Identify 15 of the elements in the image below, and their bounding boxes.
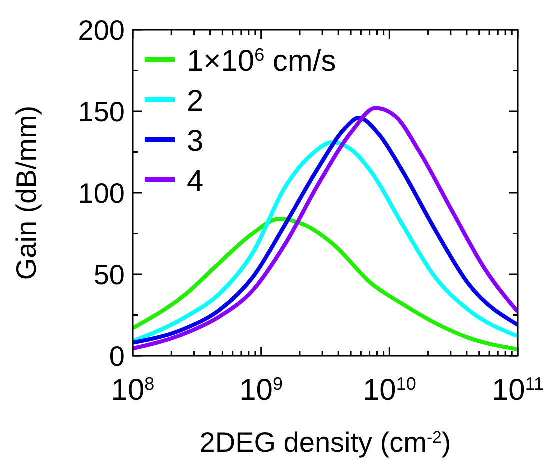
x-tick-label: 10$^{10}$ <box>362 374 416 407</box>
y-tick-label: 0 <box>109 341 125 372</box>
x-tick-label: 10$^{8}$ <box>111 374 155 407</box>
y-tick-label: 100 <box>78 178 125 209</box>
y-axis-title: Gain (dB/mm) <box>11 106 42 280</box>
x-tick-label: 10$^{9}$ <box>240 374 284 407</box>
x-tick-label: 10$^{11}$ <box>492 374 544 407</box>
legend-label: 3 <box>187 125 204 158</box>
legend-label: 4 <box>187 165 204 198</box>
y-tick-label: 150 <box>78 96 125 128</box>
legend-label: 1×10$^{6}$ cm/s <box>187 45 336 78</box>
y-tick-label: 50 <box>94 260 125 290</box>
legend-label: 2 <box>187 85 204 118</box>
y-tick-label: 200 <box>78 15 125 46</box>
x-axis-title: 2DEG density (cm$^{-2}$) <box>200 427 452 458</box>
